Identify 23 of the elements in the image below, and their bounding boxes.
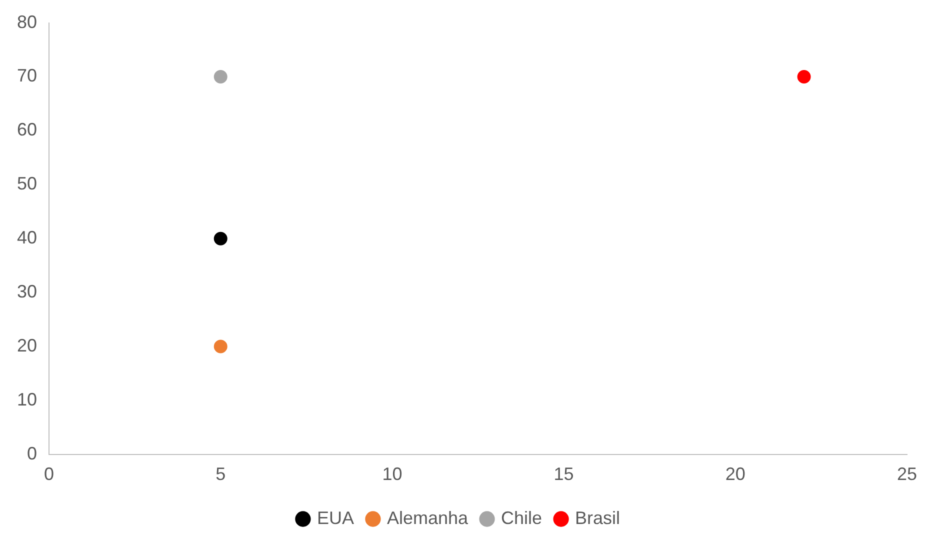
y-tick-label: 30 xyxy=(16,282,38,302)
legend-label: Chile xyxy=(501,508,542,528)
x-tick-label: 25 xyxy=(896,464,918,484)
y-tick-label: 60 xyxy=(16,120,38,140)
point xyxy=(214,340,228,354)
x-tick-label: 20 xyxy=(725,464,746,484)
x-tick-label: 15 xyxy=(554,464,574,484)
y-tick-label: 20 xyxy=(16,335,38,356)
legend-label: EUA xyxy=(316,508,354,528)
x-tick-label: 5 xyxy=(216,464,226,484)
y-tick-label: 0 xyxy=(27,443,38,464)
point xyxy=(214,70,228,84)
x-tick-label: 10 xyxy=(382,464,402,484)
y-tick-label: 50 xyxy=(16,174,38,194)
y-tick-label: 10 xyxy=(16,389,38,410)
point xyxy=(797,70,811,84)
y-tick-label: 80 xyxy=(16,12,38,32)
y-tick-label: 40 xyxy=(16,228,38,248)
legend-label: Alemanha xyxy=(386,508,470,528)
point xyxy=(214,232,228,246)
y-tick-label: 70 xyxy=(16,66,38,86)
legend-label: Brasil xyxy=(575,508,620,528)
x-tick-label: 0 xyxy=(44,464,54,484)
